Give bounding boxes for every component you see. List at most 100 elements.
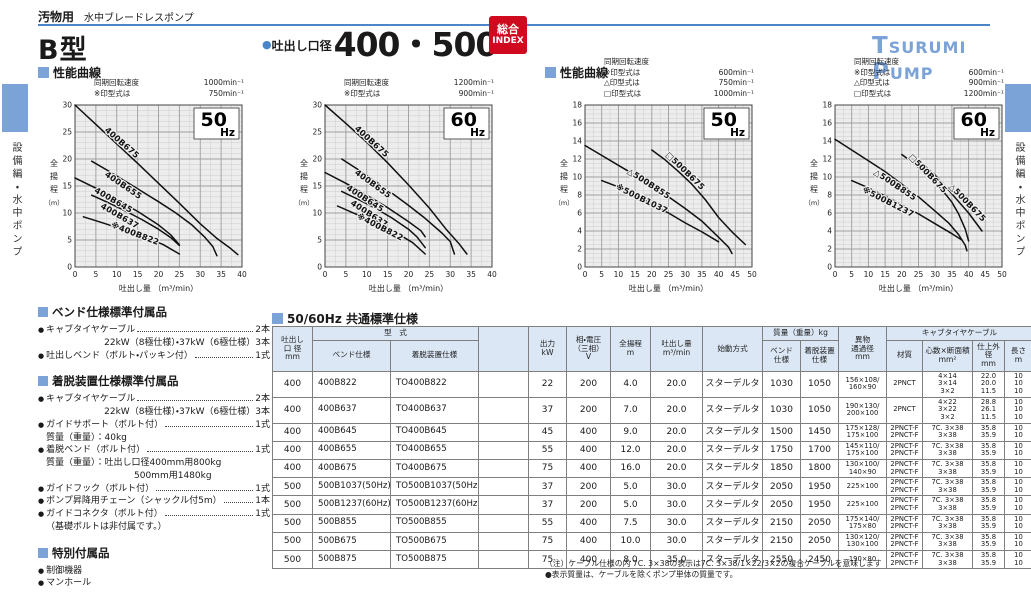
section-square-icon <box>272 313 283 324</box>
svg-text:4: 4 <box>577 227 582 236</box>
bullet-icon: ● <box>38 421 44 431</box>
col-cable-length: 長さ m <box>1005 340 1031 371</box>
spec-cell: 225×100 <box>839 496 887 514</box>
spec-cell: 500 <box>273 478 313 496</box>
spec-cell: 2PNCT-F 2PNCT-F <box>887 478 923 496</box>
spec-cell: 35.8 35.9 <box>973 532 1005 550</box>
spec-cell: 35.8 35.9 <box>973 496 1005 514</box>
spec-cell: 2PNCT-F 2PNCT-F <box>887 423 923 441</box>
spec-cell: 400 <box>273 397 313 423</box>
bullet-icon: ● <box>38 567 44 577</box>
spec-cell: TO500B1237(60Hz) <box>391 496 479 514</box>
accessory-item: 22kW（8極仕様）・37kW（6極仕様）3本 <box>38 406 270 419</box>
accessory-section-title: ベンド仕様標準付属品 <box>38 304 270 320</box>
dotted-leader <box>137 400 253 401</box>
spec-cell: TO400B645 <box>391 423 479 441</box>
spec-cell: 130×120/ 130×100 <box>839 532 887 550</box>
spec-cell: 225×100 <box>839 478 887 496</box>
spec-cell: 1030 <box>763 397 801 423</box>
general-index-badge[interactable]: 総合 INDEX <box>489 16 527 54</box>
svg-text:30: 30 <box>930 270 940 279</box>
spec-cell: 400B675 <box>313 459 391 477</box>
svg-text:30: 30 <box>680 270 690 279</box>
spec-cell: 7.5 <box>611 514 651 532</box>
accessory-item: ●ガイドフック（ボルト付）1式 <box>38 483 270 496</box>
svg-text:8: 8 <box>577 191 582 200</box>
spec-cell: 35.8 35.9 <box>973 551 1005 569</box>
svg-text:25: 25 <box>664 270 674 279</box>
svg-text:吐出し量 （m³/min）: 吐出し量 （m³/min） <box>119 283 198 293</box>
spec-cell: 400B645 <box>313 423 391 441</box>
spec-cell: 45 <box>529 423 567 441</box>
spec-cell: 1700 <box>801 441 839 459</box>
svg-text:35: 35 <box>697 270 707 279</box>
col-cable-cores: 心数×断面積 mm² <box>923 340 973 371</box>
spec-cell: スターデルタ <box>703 532 763 550</box>
accessory-item: ●ポンプ昇降用チェーン（シャックル付5m）1本 <box>38 495 270 508</box>
svg-text:35: 35 <box>216 270 226 279</box>
svg-text:16: 16 <box>572 119 582 128</box>
spec-cell <box>479 397 529 423</box>
svg-text:4: 4 <box>827 227 832 236</box>
spec-cell: 2050 <box>763 478 801 496</box>
col-weight-group: 質量（重量）kg <box>763 327 839 341</box>
accessory-item: ●着脱ベンド（ボルト付）1式 <box>38 444 270 457</box>
section-title-spec-table: 50/60Hz 共通標準仕様 <box>272 310 418 327</box>
svg-text:（m）: （m） <box>555 199 574 207</box>
svg-text:20: 20 <box>312 155 322 164</box>
col-passage: 異物 通過径 mm <box>839 327 887 372</box>
accessory-item: ●吐出しベンド（ボルト・パッキン付）1式 <box>38 350 270 363</box>
svg-text:全: 全 <box>300 158 308 168</box>
spec-cell: 7C. 3×38 3×38 <box>923 514 973 532</box>
spec-cell: スターデルタ <box>703 478 763 496</box>
spec-cell: 500B855 <box>313 514 391 532</box>
col-model-group: 型 式 <box>313 327 479 341</box>
col-blank <box>479 327 529 372</box>
spec-cell: 2PNCT-F 2PNCT-F <box>887 459 923 477</box>
spec-cell: 400B637 <box>313 397 391 423</box>
svg-text:0: 0 <box>67 263 72 272</box>
spec-cell: 1500 <box>763 423 801 441</box>
col-output: 出力 kW <box>529 327 567 372</box>
svg-text:20: 20 <box>647 270 657 279</box>
svg-text:0: 0 <box>73 270 78 279</box>
svg-text:6: 6 <box>827 209 832 218</box>
spec-cell: TO500B1037(50Hz) <box>391 478 479 496</box>
spec-cell <box>479 459 529 477</box>
chart-note: 同期回転速度 <box>604 57 754 68</box>
spec-cell: 4×14 3×14 3×2 <box>923 371 973 397</box>
spec-cell: 2PNCT-F 2PNCT-F <box>887 514 923 532</box>
accessory-item: 22kW（8極仕様）・37kW（6極仕様）3本 <box>38 337 270 350</box>
svg-text:2: 2 <box>577 245 582 254</box>
accessory-item: ●ガイドサポート（ボルト付）1式 <box>38 419 270 432</box>
spec-cell <box>479 441 529 459</box>
bullet-icon: ● <box>38 446 44 456</box>
svg-text:15: 15 <box>880 270 890 279</box>
accessory-item: ●ガイドコネクタ（ボルト付）1式 <box>38 508 270 521</box>
dotted-leader <box>156 490 253 491</box>
spec-cell: 75 <box>529 459 567 477</box>
section-square-icon <box>38 307 48 317</box>
spec-cell: 10 10 <box>1005 514 1031 532</box>
svg-text:25: 25 <box>62 128 72 137</box>
spec-cell: 4.0 <box>611 371 651 397</box>
col-weight-detach: 着脱装置 仕様 <box>801 340 839 371</box>
accessory-qty: 1本 <box>255 495 270 508</box>
